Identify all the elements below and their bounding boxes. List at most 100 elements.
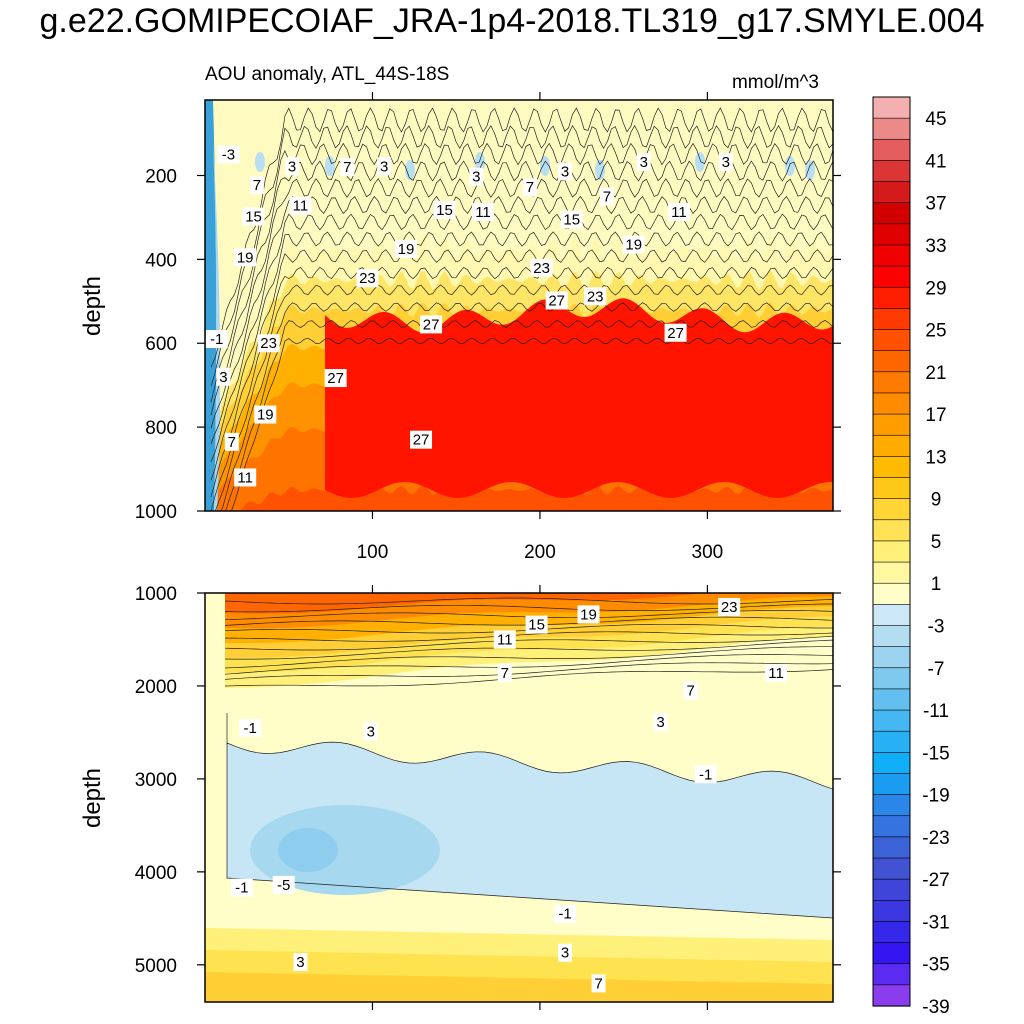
upper-blue-blob xyxy=(805,160,815,180)
upper-contour-label-box xyxy=(410,430,433,449)
colorbar-swatch xyxy=(872,434,911,457)
colorbar-label: -35 xyxy=(922,955,949,976)
upper-contour-label: 27 xyxy=(327,370,344,387)
upper-contour-label: 19 xyxy=(257,407,274,424)
colorbar-label: -23 xyxy=(922,828,949,849)
upper-contour-label: 11 xyxy=(237,469,253,486)
lower-blue-core xyxy=(250,805,440,895)
upper-contour-label-box xyxy=(469,167,484,186)
upper-contour-label-box xyxy=(324,369,347,388)
upper-contour-label: 3 xyxy=(472,169,480,186)
upper-contour-label-box xyxy=(433,200,456,219)
colorbar-label: 17 xyxy=(925,405,946,426)
lower-contour-label: 3 xyxy=(656,714,664,731)
upper-contour-label: 23 xyxy=(260,335,277,352)
lower-contour-label: -1 xyxy=(244,720,257,737)
colorbar-swatch xyxy=(872,244,911,267)
upper-contour-label: 7 xyxy=(603,188,611,205)
colorbar-swatch xyxy=(872,371,911,394)
upper-contour-label: 3 xyxy=(561,163,569,180)
colorbar-swatch xyxy=(872,773,911,796)
lower-contour-label-box xyxy=(293,953,308,972)
upper-blue-blob xyxy=(695,152,705,172)
colorbar-swatch xyxy=(872,857,911,880)
upper-y-tick-label: 400 xyxy=(145,250,177,271)
upper-contour-label-box xyxy=(522,178,537,197)
colorbar-label: 21 xyxy=(925,363,946,384)
colorbar-frame xyxy=(872,96,911,1007)
upper-contour-label: 11 xyxy=(671,204,687,221)
upper-blue-blob xyxy=(255,152,265,172)
colorbar-label: 25 xyxy=(925,321,946,342)
lower-contour-label: 7 xyxy=(686,683,694,700)
upper-contour xyxy=(220,302,833,511)
upper-contour-label: 3 xyxy=(380,158,388,175)
lower-y-tick-label: 4000 xyxy=(135,863,177,884)
colorbar-swatch xyxy=(872,878,911,901)
colorbar: 45 41 37 33 29 25 21 17 13 9 5 1 -3 -7 -11 -15 -19 -23 -27… xyxy=(872,96,950,1018)
colorbar-swatch xyxy=(872,794,911,817)
lower-panel: 23 19 15 11 11 7 7 3 3 -1 -1 -5 -1 -1 3 3 7 1000 2000 3000… xyxy=(79,584,841,1010)
lower-contour-label-box xyxy=(493,630,516,649)
colorbar-swatch xyxy=(872,688,911,711)
lower-contour xyxy=(224,646,833,669)
lower-band-6 xyxy=(225,593,706,614)
colorbar-swatch xyxy=(872,392,911,415)
colorbar-swatch xyxy=(872,498,911,521)
upper-contour xyxy=(210,249,833,497)
upper-contour-label-box xyxy=(667,202,690,221)
upper-contour-label-box xyxy=(285,157,300,176)
upper-contour-label-box xyxy=(289,196,312,215)
lower-contour-label-box xyxy=(718,597,741,616)
colorbar-swatch xyxy=(872,117,911,140)
lower-contour xyxy=(226,713,833,928)
upper-x-tick-label: 100 xyxy=(357,542,389,563)
colorbar-swatch xyxy=(872,709,911,732)
colorbar-swatch xyxy=(872,984,911,1007)
colorbar-swatch xyxy=(872,604,911,627)
lower-y-tick-label: 1000 xyxy=(135,584,177,605)
lower-contour-label-box xyxy=(525,615,548,634)
colorbar-swatch xyxy=(872,223,911,246)
lower-contour-label: 7 xyxy=(594,975,602,992)
colorbar-swatch xyxy=(872,815,911,838)
lower-contour-label-box xyxy=(363,722,378,741)
upper-contour-label-box xyxy=(377,157,392,176)
lower-contour-label: -1 xyxy=(558,906,571,923)
upper-contour-label: 3 xyxy=(640,154,648,171)
upper-contour-label-box xyxy=(599,187,614,206)
colorbar-label: 33 xyxy=(925,236,946,257)
upper-y-tick-label: 600 xyxy=(145,334,177,355)
upper-contour-label-box xyxy=(584,287,607,306)
upper-contour xyxy=(210,266,833,511)
upper-contour xyxy=(210,195,833,445)
colorbar-swatch xyxy=(872,519,911,542)
upper-contour-label: 7 xyxy=(253,177,261,194)
upper-left-lightblue-strip xyxy=(213,140,221,511)
upper-contour-label: 3 xyxy=(722,154,730,171)
upper-contour-label: -1 xyxy=(210,331,223,348)
lower-contour-label: 11 xyxy=(768,665,784,682)
upper-contour-label: 11 xyxy=(475,204,491,221)
colorbar-swatch xyxy=(872,646,911,669)
upper-contour xyxy=(224,319,833,511)
upper-contour xyxy=(210,124,833,387)
upper-contour xyxy=(231,337,833,511)
upper-contour-label-box xyxy=(249,176,264,195)
lower-contour-label: 11 xyxy=(497,631,513,648)
lower-contour-label-box xyxy=(577,605,600,624)
lower-axis-ticks: 1000 2000 3000 4000 5000 xyxy=(135,584,841,1010)
lower-y-tick-label: 3000 xyxy=(135,770,177,791)
colorbar-swatch xyxy=(872,160,911,183)
upper-contour xyxy=(210,213,833,463)
upper-contour-label-box xyxy=(664,323,687,342)
upper-x-tick-label: 200 xyxy=(524,542,556,563)
lower-contour-label: 3 xyxy=(561,945,569,962)
upper-contour-label-box xyxy=(718,153,733,172)
colorbar-swatch xyxy=(872,900,911,923)
upper-contour-labels: -3 3 7 3 3 3 3 3 7 7 7 11 11 11 15 15 15 19 19 19 23 23 23 27 27… xyxy=(205,145,733,487)
lower-contour-label-box xyxy=(558,943,573,962)
lower-contour-label-box xyxy=(683,681,698,700)
upper-contour xyxy=(214,284,833,511)
upper-contour-label-box xyxy=(394,239,417,258)
